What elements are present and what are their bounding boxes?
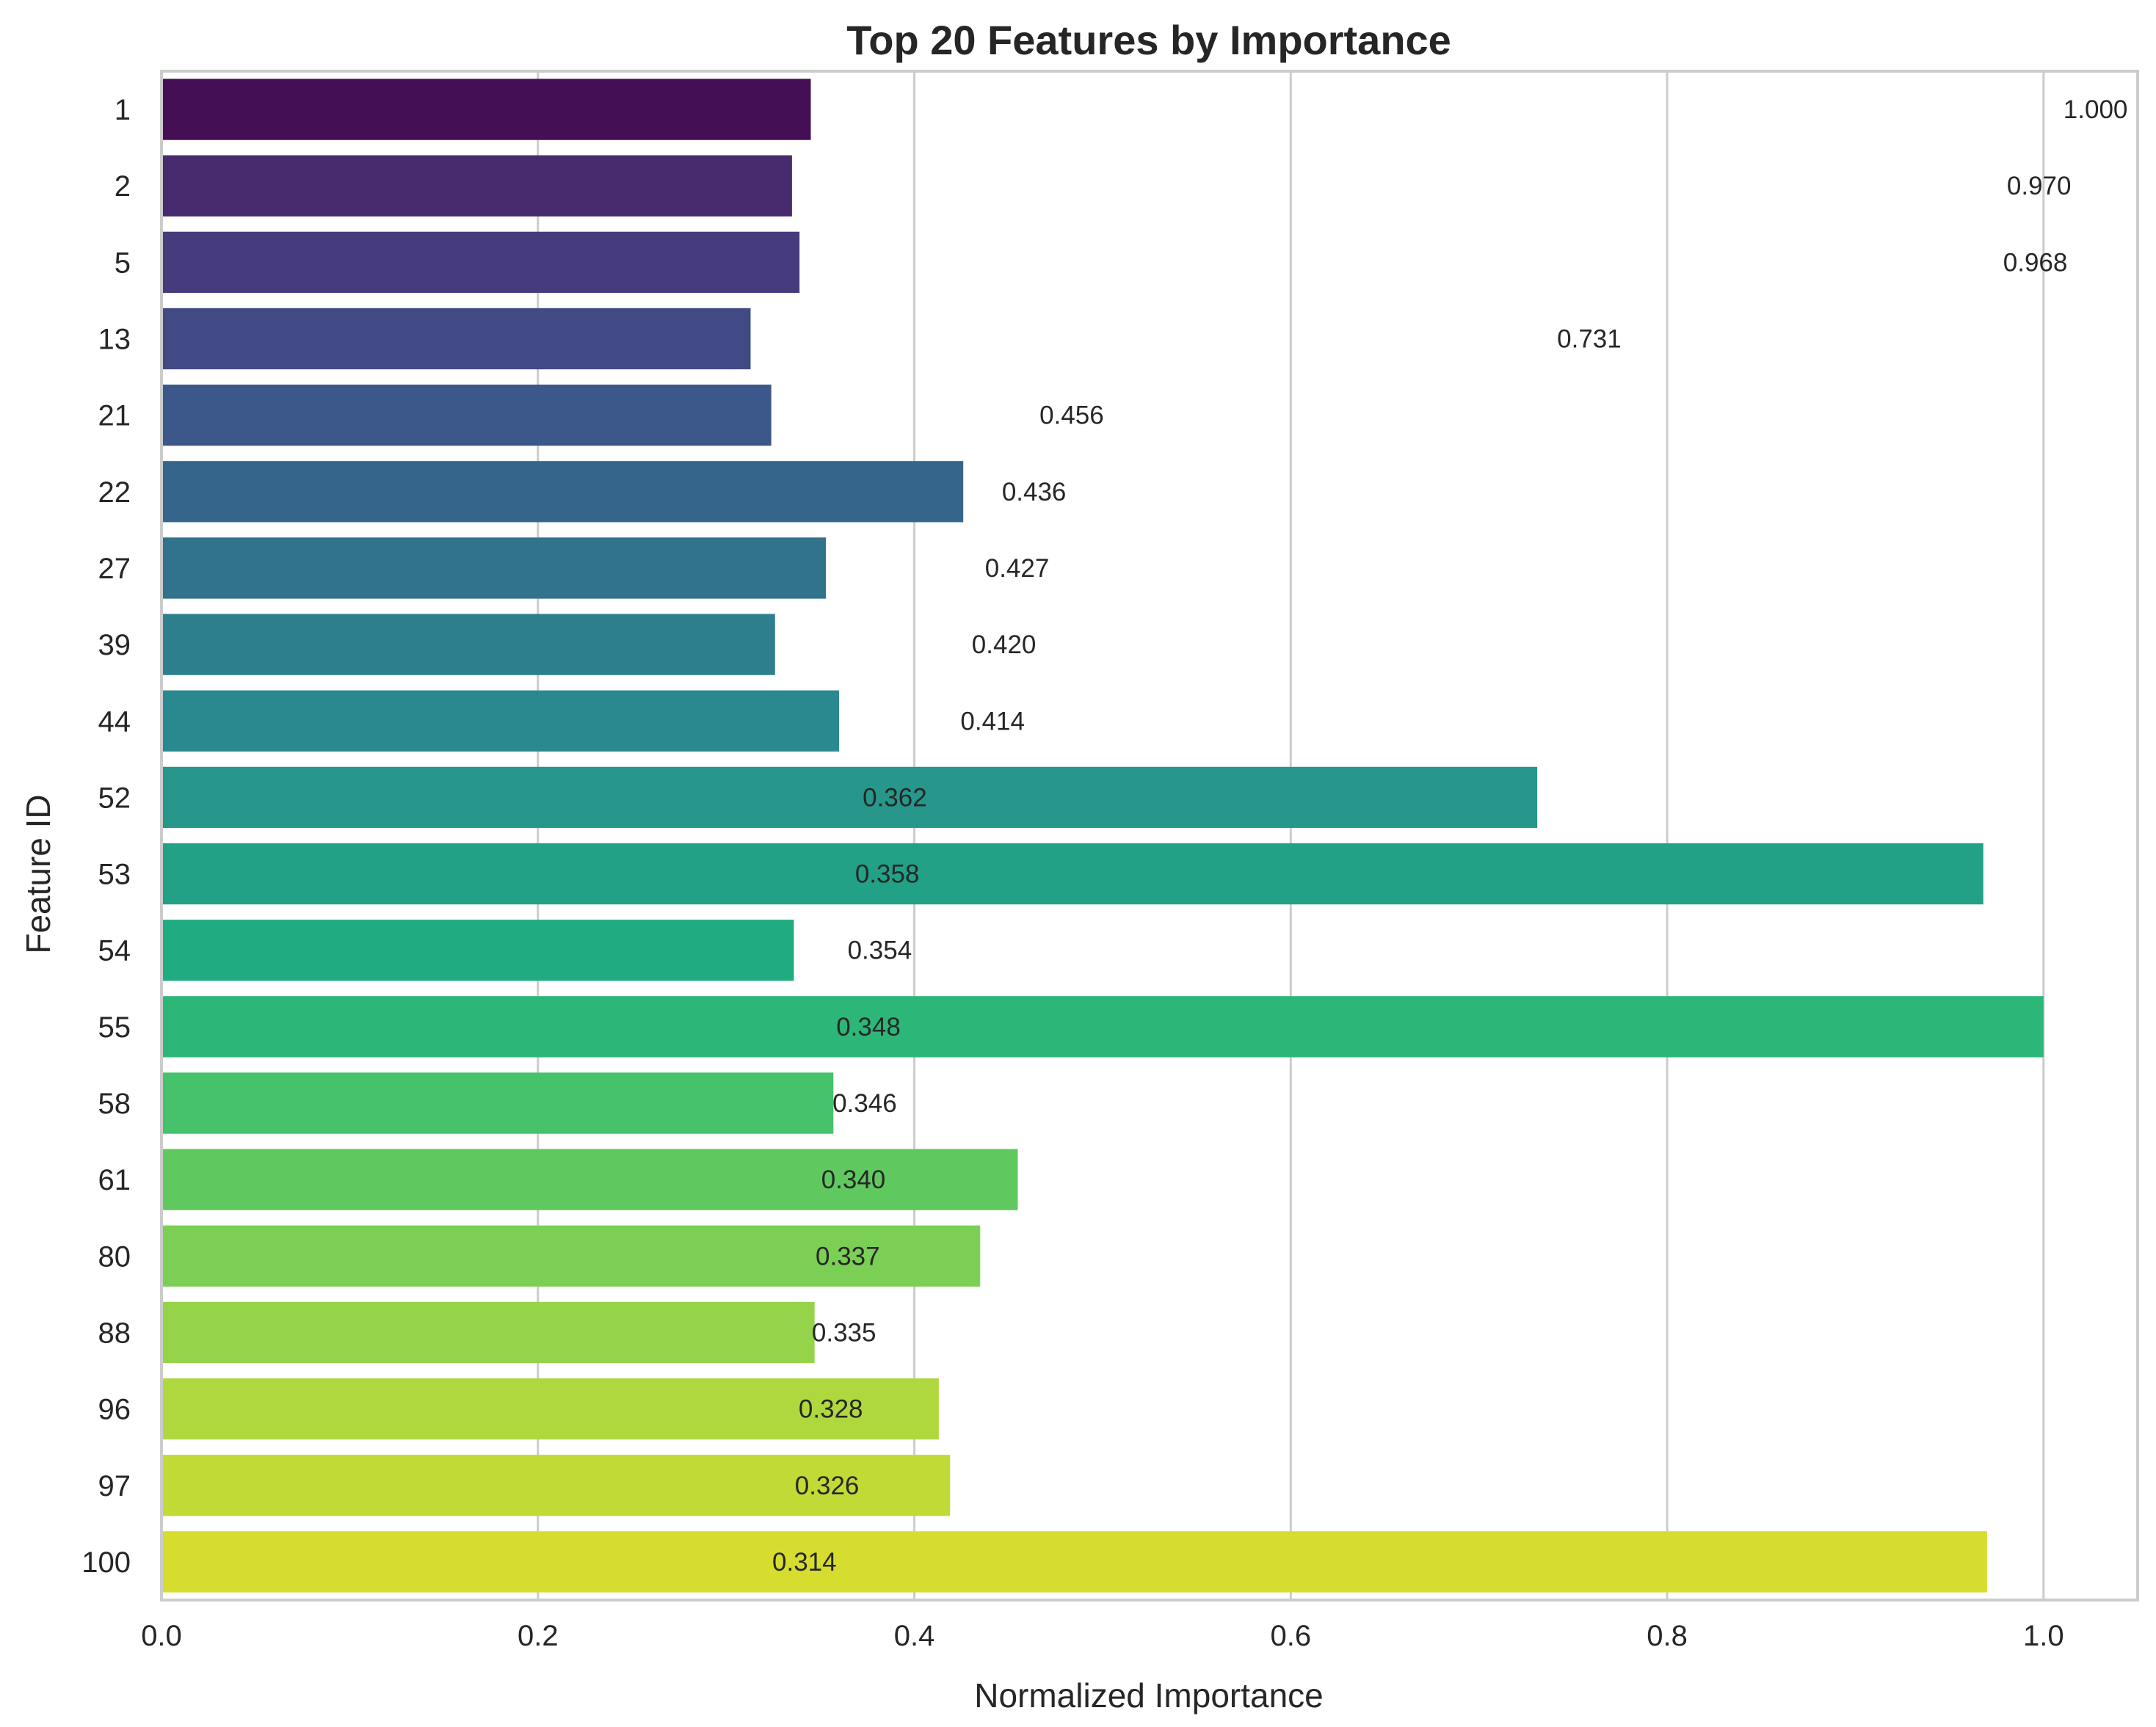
y-tick-label: 96 [98, 1394, 131, 1426]
y-tick-label: 21 [98, 400, 131, 432]
bar-feature-1 [161, 79, 811, 140]
bar-feature-61 [161, 1149, 1018, 1210]
y-tick-labels: 1 2 5 13 21 22 27 39 44 52 53 54 55 58 61 80 88 96 97 100 [81, 94, 131, 1579]
x-axis-label: Normalized Importance [974, 1676, 1324, 1715]
data-label: 0.456 [1039, 401, 1104, 430]
y-tick-label: 1 [115, 94, 131, 126]
data-label: 0.354 [848, 937, 912, 965]
y-tick-label: 61 [98, 1164, 131, 1196]
x-tick-label: 0.8 [1647, 1620, 1688, 1652]
bar-feature-39 [161, 614, 775, 675]
data-label: 0.340 [821, 1166, 886, 1194]
bar-feature-27 [161, 537, 827, 599]
bar-feature-100 [161, 1531, 1987, 1593]
data-label: 0.968 [2003, 248, 2068, 277]
bar-feature-97 [161, 1455, 951, 1516]
y-tick-label: 13 [98, 324, 131, 356]
bar-feature-54 [161, 920, 794, 981]
bar-feature-80 [161, 1225, 981, 1287]
y-tick-label: 27 [98, 553, 131, 585]
data-label: 0.337 [816, 1242, 880, 1270]
bar-feature-44 [161, 690, 839, 752]
data-label: 0.328 [799, 1395, 863, 1424]
data-label: 0.362 [863, 783, 927, 812]
bar-feature-58 [161, 1072, 834, 1134]
y-tick-label: 55 [98, 1011, 131, 1044]
bar-feature-52 [161, 766, 1538, 829]
data-label: 0.326 [795, 1472, 860, 1500]
bar-feature-96 [161, 1378, 939, 1440]
bar-feature-5 [161, 231, 800, 294]
y-tick-label: 100 [81, 1546, 131, 1579]
y-tick-label: 22 [98, 476, 131, 509]
bars [161, 79, 2044, 1593]
plot-frame [160, 70, 2139, 1601]
bar-feature-88 [161, 1301, 815, 1364]
y-tick-label: 88 [98, 1317, 131, 1349]
data-label: 0.414 [960, 707, 1025, 735]
data-label: 0.358 [855, 860, 920, 889]
y-tick-label: 97 [98, 1470, 131, 1502]
y-tick-label: 44 [98, 705, 131, 738]
y-tick-label: 58 [98, 1088, 131, 1120]
x-tick-label: 1.0 [2023, 1620, 2064, 1652]
y-tick-label: 5 [115, 247, 131, 279]
x-tick-label: 0.4 [894, 1620, 935, 1652]
y-tick-label: 52 [98, 782, 131, 814]
data-label: 0.346 [832, 1089, 897, 1118]
x-tick-label: 0.6 [1270, 1620, 1311, 1652]
chart-title: Top 20 Features by Importance [846, 17, 1451, 63]
bar-feature-21 [161, 385, 772, 446]
data-label: 0.970 [2007, 172, 2072, 200]
y-tick-label: 80 [98, 1240, 131, 1273]
data-label: 0.420 [972, 630, 1037, 659]
bar-feature-22 [161, 461, 964, 523]
data-labels: 1.000 0.970 0.968 0.731 0.456 0.436 0.427 0.420… [772, 95, 2127, 1577]
y-axis-label: Feature ID [19, 794, 57, 953]
data-label: 0.427 [985, 554, 1050, 583]
data-label: 0.731 [1557, 325, 1622, 354]
x-tick-label: 0.0 [141, 1620, 182, 1652]
bar-feature-55 [161, 996, 2044, 1058]
x-tick-label: 0.2 [518, 1620, 559, 1652]
bar-feature-2 [161, 155, 792, 217]
data-label: 0.314 [772, 1548, 837, 1577]
bar-feature-53 [161, 843, 1983, 905]
data-label: 1.000 [2064, 95, 2128, 124]
data-label: 0.436 [1002, 478, 1067, 506]
y-tick-label: 39 [98, 629, 131, 661]
data-label: 0.348 [836, 1013, 901, 1041]
gridlines [537, 71, 2045, 1600]
bar-feature-13 [161, 308, 751, 370]
data-label: 0.335 [812, 1318, 876, 1347]
x-tick-labels: 0.0 0.2 0.4 0.6 0.8 1.0 [141, 1620, 2064, 1652]
y-tick-label: 53 [98, 859, 131, 891]
y-tick-label: 54 [98, 935, 131, 967]
y-tick-label: 2 [115, 170, 131, 203]
